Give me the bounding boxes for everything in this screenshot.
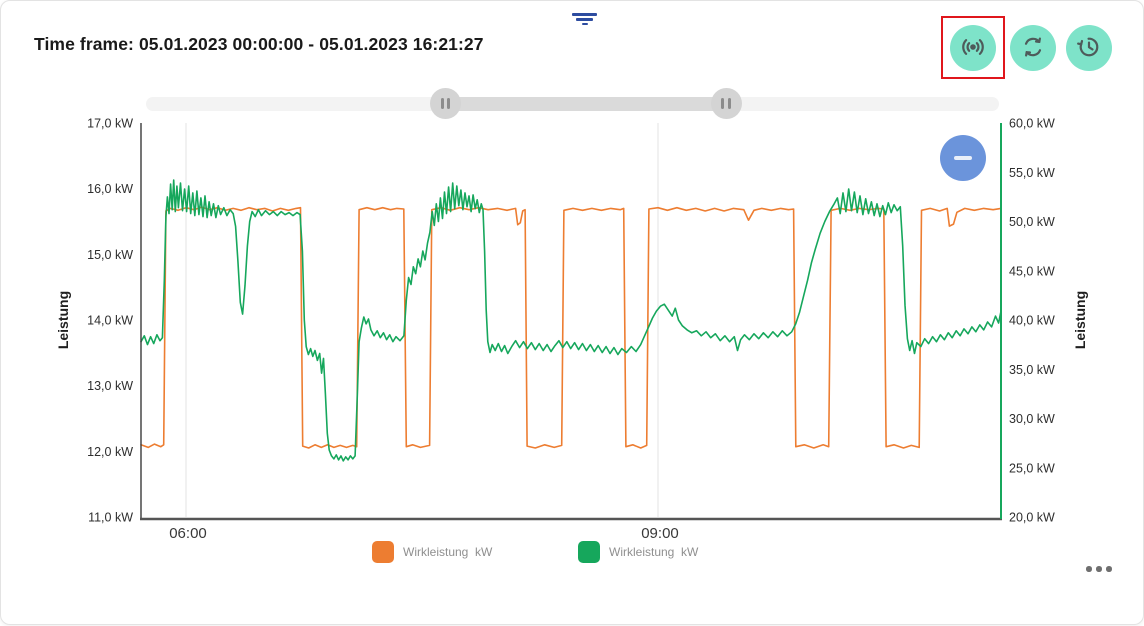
x-axis-tick: 09:00 — [641, 525, 679, 542]
legend-label: Wirkleistung kW — [403, 545, 493, 559]
y-axis-tick-right: 35,0 kW — [1009, 363, 1055, 377]
filter-icon-bar — [581, 22, 588, 25]
slider-handle-end[interactable] — [710, 88, 742, 119]
legend-swatch-green — [578, 541, 600, 563]
more-options-button[interactable] — [1082, 562, 1116, 576]
refresh-icon — [1019, 33, 1047, 64]
ellipsis-icon — [1106, 566, 1112, 572]
y-axis-tick-right: 55,0 kW — [1009, 166, 1055, 180]
highlight-box — [941, 16, 1005, 79]
slider-selected-range[interactable] — [445, 97, 727, 111]
filter-icon-bar — [576, 18, 593, 21]
x-axis-tick: 06:00 — [169, 525, 207, 542]
y-axis-tick-left: 14,0 kW — [87, 314, 133, 328]
y-axis-tick-left: 13,0 kW — [87, 379, 133, 393]
ellipsis-icon — [1096, 566, 1102, 572]
y-axis-tick-right: 50,0 kW — [1009, 215, 1055, 229]
history-restore-icon — [1075, 33, 1103, 64]
legend-label: Wirkleistung kW — [609, 545, 699, 559]
refresh-button[interactable] — [1010, 25, 1056, 71]
pause-bars-icon — [721, 98, 725, 109]
y-axis-tick-right: 20,0 kW — [1009, 511, 1055, 525]
y-axis-tick-left: 11,0 kW — [88, 511, 133, 525]
live-button[interactable] — [950, 25, 996, 71]
series-wirkleistung-green — [140, 179, 1002, 462]
ellipsis-icon — [1086, 566, 1092, 572]
y-axis-tick-right: 25,0 kW — [1009, 461, 1055, 475]
left-axis-title: Leistung — [55, 290, 71, 350]
y-axis-tick-right: 45,0 kW — [1009, 264, 1055, 278]
pause-bars-icon — [727, 98, 731, 109]
time-range-slider[interactable] — [1, 85, 1144, 121]
legend-item-wirkleistung-green[interactable]: Wirkleistung kW — [578, 541, 698, 563]
zoom-out-button[interactable] — [940, 135, 986, 181]
pause-bars-icon — [440, 98, 444, 109]
y-axis-tick-right: 30,0 kW — [1009, 412, 1055, 426]
legend-item-wirkleistung-orange[interactable]: Wirkleistung kW — [372, 541, 492, 563]
minus-icon — [954, 156, 972, 160]
filter-icon[interactable] — [572, 13, 598, 27]
series-wirkleistung-orange — [140, 206, 1002, 449]
y-axis-tick-right: 60,0 kW — [1009, 117, 1055, 131]
right-axis-title: Leistung — [1072, 290, 1088, 350]
filter-icon-bar — [572, 13, 597, 16]
pause-bars-icon — [447, 98, 450, 109]
time-frame-title: Time frame: 05.01.2023 00:00:00 - 05.01.… — [34, 34, 484, 54]
y-axis-tick-right: 40,0 kW — [1009, 314, 1055, 328]
slider-handle-start[interactable] — [429, 88, 461, 119]
live-signal-icon — [959, 33, 987, 64]
y-axis-tick-left: 17,0 kW — [87, 117, 133, 131]
y-axis-tick-left: 15,0 kW — [87, 248, 133, 262]
legend-swatch-orange — [372, 541, 394, 563]
y-axis-tick-left: 16,0 kW — [87, 182, 133, 196]
y-axis-tick-left: 12,0 kW — [87, 445, 133, 459]
history-button[interactable] — [1066, 25, 1112, 71]
